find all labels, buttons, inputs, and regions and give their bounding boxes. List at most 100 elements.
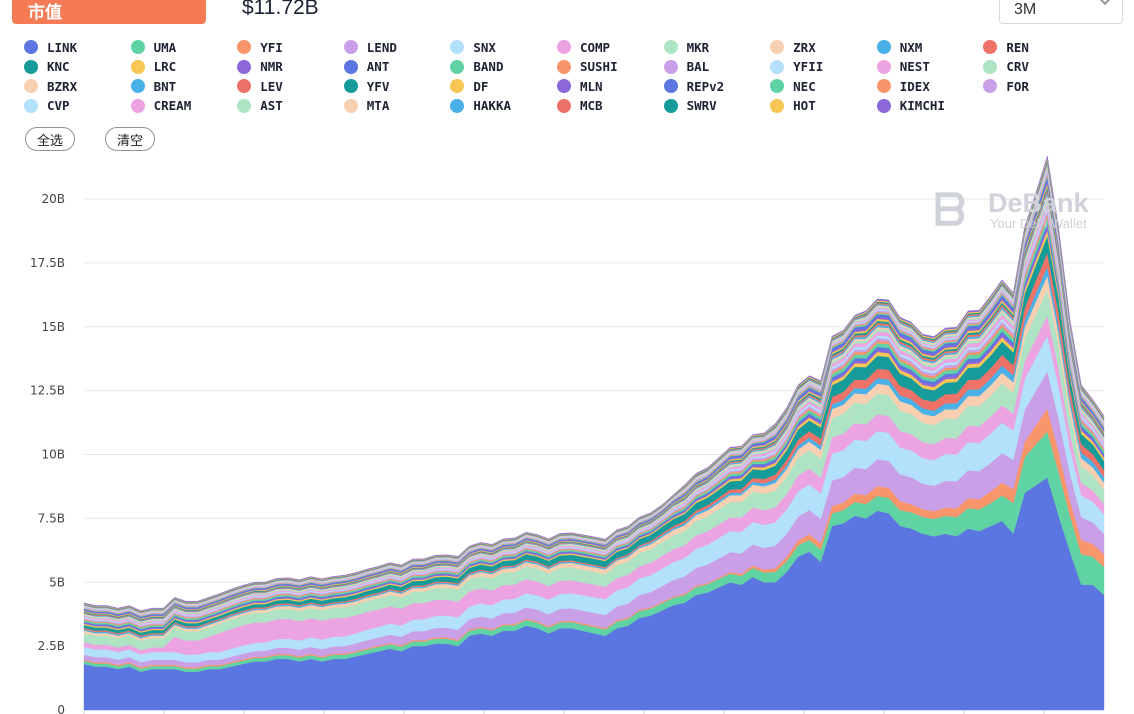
legend-dot-icon [450,79,465,94]
debank-logo-icon: ᗷ [934,186,966,235]
time-range-value: 3M [1014,1,1037,18]
legend-item-for[interactable]: FOR [983,77,1090,96]
total-market-cap: $11.72B [242,0,319,19]
legend-dot-icon [770,98,785,113]
legend-dot-icon [663,40,678,55]
legend-item-zrx[interactable]: ZRX [770,38,877,57]
y-tick-label: 7.5B [38,511,65,525]
y-tick-label: 15B [41,320,65,334]
legend-dot-icon [237,79,252,94]
legend-dot-icon [983,40,998,55]
market-cap-tab[interactable]: 市值 [12,0,206,24]
legend-item-lend[interactable]: LEND [343,38,451,57]
legend-dot-icon [876,79,891,94]
legend-dot-icon [343,98,358,113]
legend-item-snx[interactable]: SNX [450,38,557,57]
legend-item-cream[interactable]: CREAM [130,97,238,116]
legend-label: ANT [366,59,390,75]
legend-dot-icon [876,59,891,74]
legend-label: MLN [579,78,603,94]
legend-item-ren[interactable]: REN [983,38,1090,57]
legend-dot-icon [450,59,465,74]
legend-item-nmr[interactable]: NMR [237,58,344,77]
legend-dot-icon [770,79,785,94]
legend-dot-icon [237,59,252,74]
clear-button[interactable]: 清空 [105,127,156,151]
legend-item-ant[interactable]: ANT [343,58,451,77]
legend-label: LINK [47,39,78,55]
legend-dot-icon [983,59,998,74]
legend-item-mln[interactable]: MLN [556,77,664,96]
legend-item-mcb[interactable]: MCB [556,97,664,116]
legend-item-nest[interactable]: NEST [876,58,984,77]
legend-dot-icon [130,98,145,113]
legend-item-nec[interactable]: NEC [770,77,877,96]
legend-item-repv2[interactable]: REPv2 [663,77,771,96]
legend-item-swrv[interactable]: SWRV [663,97,771,116]
legend-dot-icon [556,98,571,113]
legend-item-lev[interactable]: LEV [237,77,344,96]
legend-dot-icon [450,98,465,113]
legend-label: COMP [579,39,611,55]
legend-item-comp[interactable]: COMP [556,38,664,57]
legend-dot-icon [343,40,358,55]
legend-label: NEC [793,78,816,94]
legend-label: MKR [686,39,710,55]
legend-item-band[interactable]: BAND [450,58,557,77]
legend-item-nxm[interactable]: NXM [876,38,984,57]
legend-item-kimchi[interactable]: KIMCHI [876,97,984,116]
legend-dot-icon [876,98,891,113]
legend-dot-icon [983,79,998,94]
series-areas [83,155,1105,711]
y-tick-label: 2.5B [38,639,65,653]
time-range-select[interactable]: 3M [999,0,1123,24]
y-tick-label: 0 [57,703,65,714]
legend-item-yfi[interactable]: YFI [237,38,344,57]
legend-dot-icon [343,79,358,94]
legend-dot-icon [24,98,38,113]
legend-item-hakka[interactable]: HAKKA [450,97,557,116]
legend-item-sushi[interactable]: SUSHI [556,58,664,77]
legend-item-crv[interactable]: CRV [983,58,1090,77]
y-axis: 0 2.5B 5B 7.5B 10B 12.5B 15B 17.5B 20B [30,192,65,714]
legend-dot-icon [450,40,465,55]
legend-label: HAKKA [473,98,512,114]
legend-item-link[interactable]: LINK [24,38,131,57]
legend-label: LRC [153,59,177,75]
legend-label: LEND [366,39,397,55]
legend-item-bnt[interactable]: BNT [130,77,238,96]
legend-item-mkr[interactable]: MKR [663,38,771,57]
select-all-button[interactable]: 全选 [25,127,76,151]
legend-item-bzrx[interactable]: BZRX [24,77,131,96]
y-tick-label: 17.5B [30,256,65,270]
legend-item-ast[interactable]: AST [237,97,344,116]
legend: LINK UMA YFI LEND SNX COMP MKR ZRX NXM REN KNC LRC N… [24,38,1114,115]
legend-label: CREAM [153,98,192,114]
legend-dot-icon [770,59,785,74]
legend-label: NEST [899,59,930,75]
legend-dot-icon [237,98,252,113]
legend-item-knc[interactable]: KNC [24,58,131,77]
legend-item-bal[interactable]: BAL [663,58,771,77]
legend-item-idex[interactable]: IDEX [876,77,984,96]
legend-item-cvp[interactable]: CVP [24,97,131,116]
legend-item-df[interactable]: DF [450,77,557,96]
legend-label: SUSHI [579,59,618,75]
legend-label: ZRX [793,39,816,55]
legend-item-mta[interactable]: MTA [343,97,451,116]
legend-dot-icon [770,40,785,55]
legend-label: SWRV [686,98,717,114]
legend-dot-icon [24,40,38,55]
legend-label: FOR [1006,78,1029,94]
legend-item-yfv[interactable]: YFV [343,77,451,96]
y-tick-label: 10B [41,448,65,462]
legend-item-yfii[interactable]: YFII [770,58,877,77]
legend-label: BAL [686,59,710,75]
area-series-kimchi[interactable] [83,155,1105,612]
legend-dot-icon [237,40,252,55]
legend-item-uma[interactable]: UMA [130,38,238,57]
legend-item-lrc[interactable]: LRC [130,58,238,77]
legend-dot-icon [556,40,571,55]
legend-item-hot[interactable]: HOT [770,97,877,116]
